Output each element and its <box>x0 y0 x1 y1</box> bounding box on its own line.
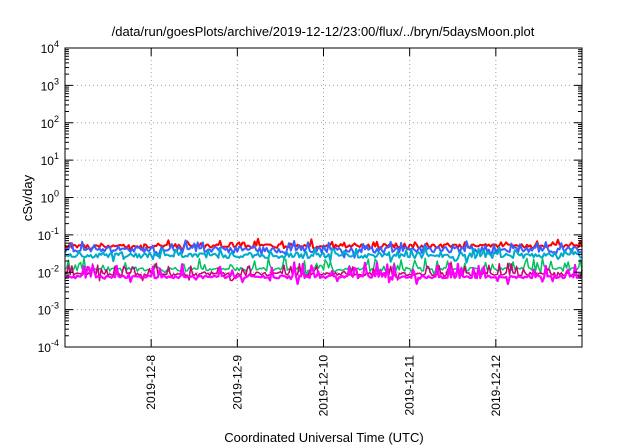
x-tick-label: 2019-12-8 <box>144 355 158 410</box>
y-tick-label: 10-2 <box>38 263 59 280</box>
y-tick-label: 100 <box>41 189 59 206</box>
x-axis-label: Coordinated Universal Time (UTC) <box>224 430 423 445</box>
y-tick-label: 103 <box>41 76 59 93</box>
y-tick-label: 104 <box>41 39 59 56</box>
x-tick-label: 2019-12-12 <box>489 355 503 417</box>
x-axis-ticks: 2019-12-8 2019-12-9 2019-12-10 2019-12-11 20… <box>144 48 503 416</box>
y-tick-label: 10-1 <box>38 226 59 243</box>
series-layer <box>64 237 583 286</box>
y-tick-label: 101 <box>41 151 59 168</box>
y-tick-label: 102 <box>41 114 59 131</box>
x-tick-label: 2019-12-9 <box>230 355 244 410</box>
x-tick-label: 2019-12-10 <box>317 355 331 417</box>
series-line-3 <box>64 245 583 264</box>
y-tick-label: 10-4 <box>38 338 59 355</box>
y-tick-label: 10-3 <box>38 301 59 318</box>
y-axis-label: cSv/day <box>20 174 35 221</box>
y-axis-ticks: 10-4 10-3 10-2 10-1 100 101 102 103 104 <box>38 39 582 355</box>
x-tick-label: 2019-12-11 <box>403 355 417 416</box>
grid <box>65 48 582 347</box>
chart-title: /data/run/goesPlots/archive/2019-12-12/2… <box>112 24 535 39</box>
series-line-6 <box>64 261 583 286</box>
